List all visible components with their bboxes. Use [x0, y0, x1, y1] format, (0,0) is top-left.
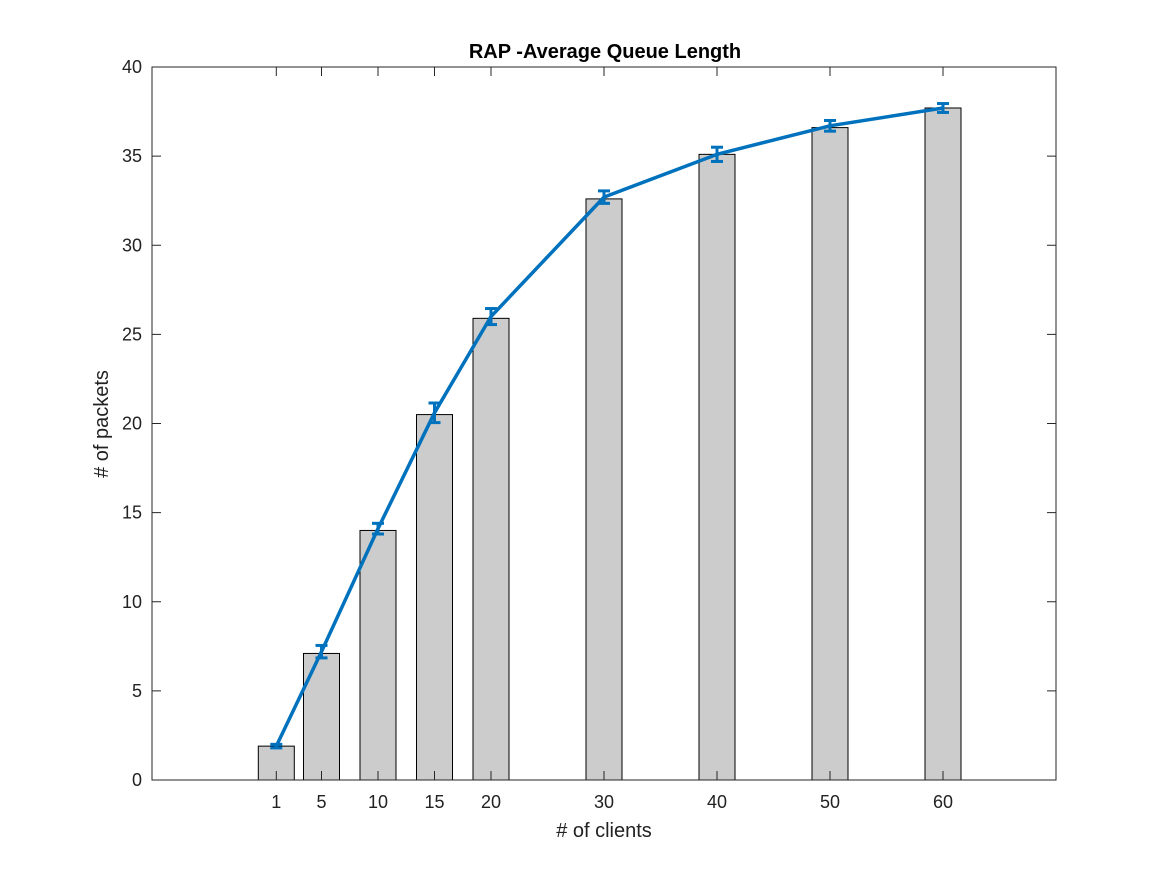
- bar-50: [811, 127, 849, 781]
- x-tick-label-15: 15: [424, 792, 444, 812]
- errorbar-50: [824, 118, 836, 133]
- errorbar-60: [937, 102, 949, 114]
- errorbar-1: [270, 742, 283, 750]
- bar-20: [472, 317, 510, 781]
- bar-60: [924, 107, 962, 781]
- errorbar-40: [711, 145, 723, 163]
- y-tick-label-0: 0: [132, 770, 142, 790]
- y-tick-label-10: 10: [122, 592, 142, 612]
- bar-5: [303, 652, 340, 781]
- y-tick-label-25: 25: [122, 324, 142, 344]
- x-tick-label-40: 40: [707, 792, 727, 812]
- y-axis-label: # of packets: [91, 370, 113, 478]
- y-tick-label-15: 15: [122, 503, 142, 523]
- errorbar-10: [372, 521, 384, 536]
- bar-30: [585, 198, 623, 781]
- x-tick-label-30: 30: [594, 792, 614, 812]
- y-tick-label-30: 30: [122, 235, 142, 255]
- bar-10: [359, 529, 397, 781]
- x-tick-label-60: 60: [933, 792, 953, 812]
- y-tick-label-20: 20: [122, 414, 142, 434]
- bars-layer: [257, 107, 962, 781]
- y-tick-label-5: 5: [132, 681, 142, 701]
- errorbar-20: [485, 307, 497, 327]
- bar-15: [416, 414, 453, 781]
- x-axis-label: # of clients: [556, 820, 652, 842]
- x-tick-label-5: 5: [316, 792, 326, 812]
- y-tick-label-35: 35: [122, 146, 142, 166]
- chart-title: RAP -Average Queue Length: [469, 41, 741, 63]
- bar-40: [698, 153, 736, 781]
- x-tick-label-20: 20: [481, 792, 501, 812]
- x-tick-label-10: 10: [368, 792, 388, 812]
- errorbar-30: [598, 189, 610, 205]
- x-tick-label-1: 1: [271, 792, 281, 812]
- errorbar-15: [428, 401, 441, 425]
- y-tick-label-40: 40: [122, 57, 142, 77]
- line-series-layer: [270, 102, 949, 750]
- x-tick-label-50: 50: [820, 792, 840, 812]
- errorbar-5: [315, 643, 328, 660]
